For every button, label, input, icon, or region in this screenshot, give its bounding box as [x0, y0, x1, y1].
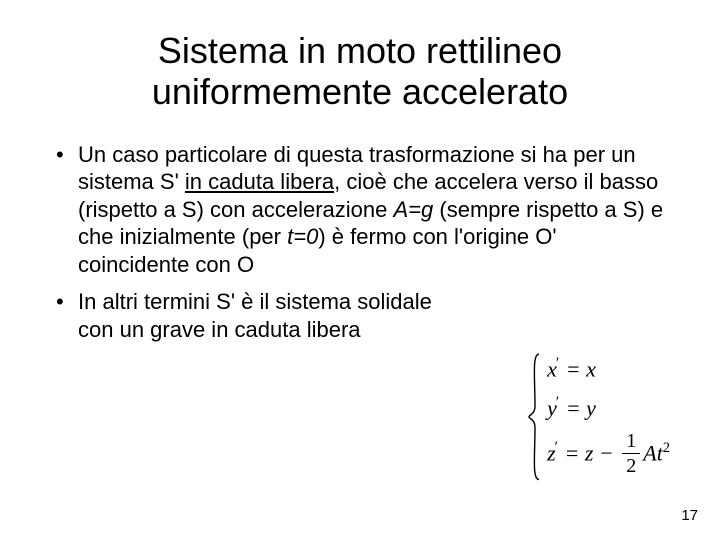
eq3-frac-num: 1 [622, 431, 640, 454]
equation-block: x′ = x y′ = y z′ = z − 12At2 [509, 346, 680, 488]
eq3-rhs-pre: = z − [559, 441, 619, 466]
eq3-exponent: 2 [663, 440, 670, 456]
eq1-rhs: = x [560, 357, 596, 382]
equation-row-3: z′ = z − 12At2 [547, 433, 670, 478]
eq3-rhs-var: At [643, 441, 663, 466]
bullet1-italic-2: t=0 [287, 224, 318, 249]
eq2-rhs: = y [560, 395, 596, 420]
brace-wrap: x′ = x y′ = y z′ = z − 12At2 [527, 352, 670, 482]
slide-title: Sistema in moto rettilineo uniformemente… [50, 30, 670, 113]
eq3-frac-den: 2 [622, 454, 640, 476]
page-number: 17 [681, 507, 698, 524]
eq3-fraction: 12 [622, 431, 640, 476]
bullet-item-1: Un caso particolare di questa trasformaz… [50, 141, 670, 279]
bullet1-italic-1: A=g [394, 197, 434, 222]
bullet1-underlined: in caduta libera [185, 169, 334, 194]
equation-row-1: x′ = x [547, 356, 670, 380]
eq2-prime: ′ [556, 394, 559, 411]
eq3-prime: ′ [555, 439, 558, 456]
eq1-prime: ′ [556, 355, 559, 372]
equation-row-2: y′ = y [547, 395, 670, 419]
slide-container: Sistema in moto rettilineo uniformemente… [0, 0, 720, 540]
left-brace-icon [527, 352, 541, 482]
bullet2-text: In altri termini S' è il sistema solidal… [78, 289, 432, 342]
equation-column: x′ = x y′ = y z′ = z − 12At2 [547, 352, 670, 482]
bullet-item-2: In altri termini S' è il sistema solidal… [50, 288, 450, 343]
bullet-list: Un caso particolare di questa trasformaz… [50, 141, 670, 344]
